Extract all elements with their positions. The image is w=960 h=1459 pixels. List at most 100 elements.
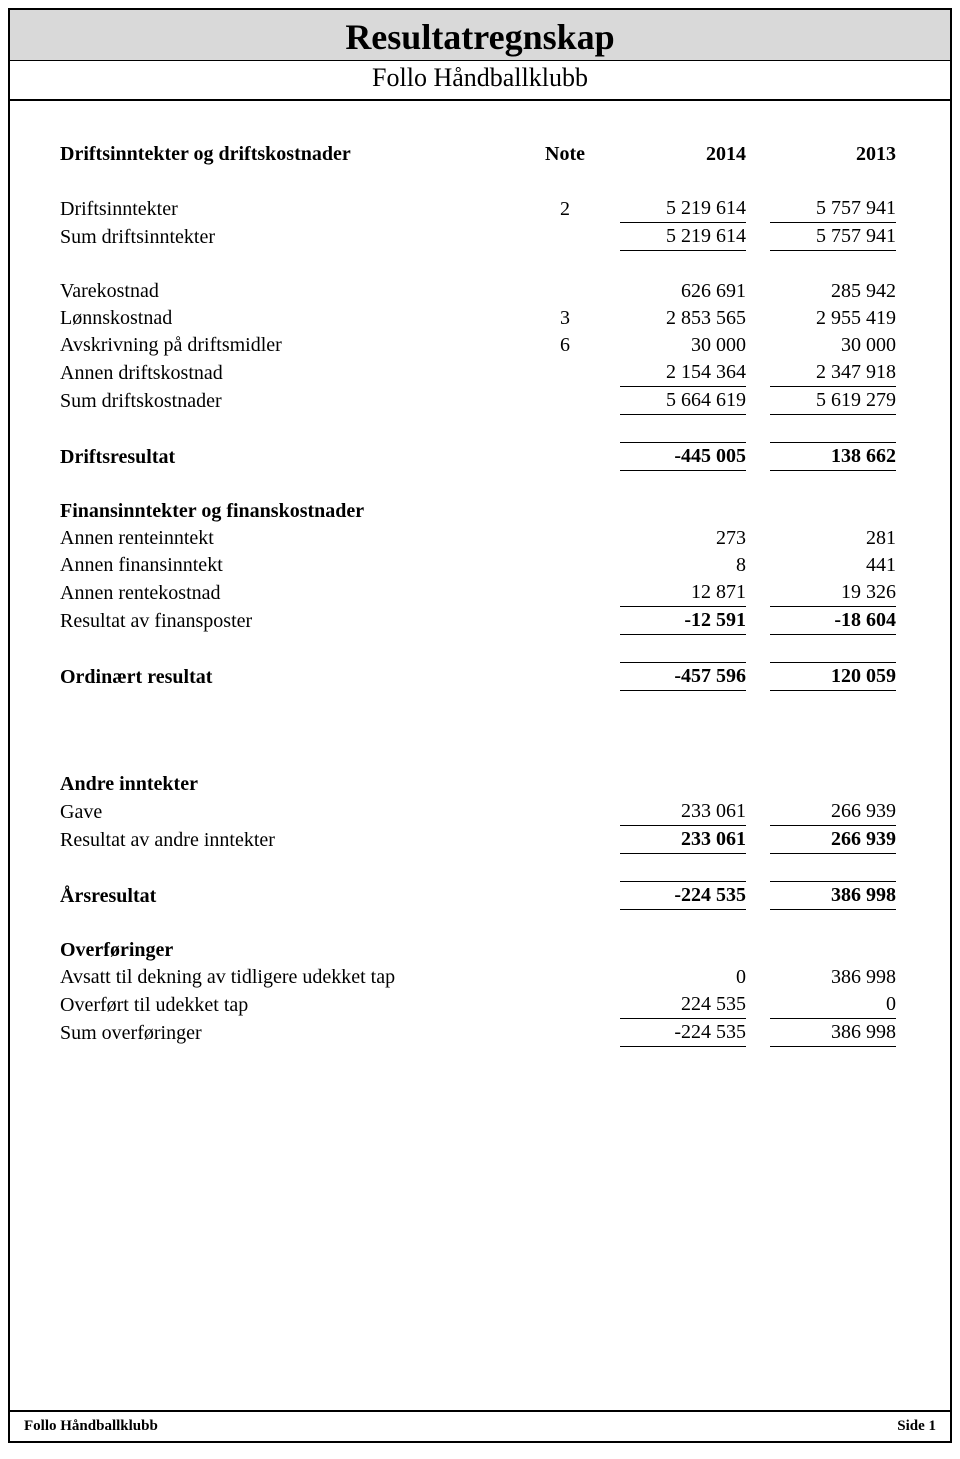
footer-right: Side 1 [897, 1418, 936, 1435]
label: Annen renteinntekt [60, 525, 530, 552]
val-2014: 626 691 [600, 278, 750, 305]
val-2014: 0 [600, 964, 750, 991]
section1-header: Driftsinntekter og driftskostnader [60, 141, 530, 168]
note: 3 [530, 305, 600, 332]
val-2013: 441 [750, 552, 900, 579]
row-resultat-finansposter: Resultat av finansposter -12 591 -18 604 [60, 607, 900, 635]
val-2013: 5 757 941 [770, 195, 896, 223]
section4-header-row: Overføringer [60, 937, 900, 964]
row-resultat-andre-inntekter: Resultat av andre inntekter 233 061 266 … [60, 826, 900, 854]
val-2014: -224 535 [620, 1019, 746, 1047]
note: 6 [530, 332, 600, 359]
row-annen-driftskostnad: Annen driftskostnad 2 154 364 2 347 918 [60, 359, 900, 387]
val-2014: 5 664 619 [620, 387, 746, 415]
row-annen-rentekostnad: Annen rentekostnad 12 871 19 326 [60, 579, 900, 607]
label: Driftsresultat [60, 444, 530, 471]
val-2013: 386 998 [770, 1019, 896, 1047]
row-avskrivning: Avskrivning på driftsmidler 6 30 000 30 … [60, 332, 900, 359]
row-lonnskostnad: Lønnskostnad 3 2 853 565 2 955 419 [60, 305, 900, 332]
label: Avsatt til dekning av tidligere udekket … [60, 964, 530, 991]
val-2013: -18 604 [770, 607, 896, 635]
val-2013: 138 662 [770, 442, 896, 471]
label: Resultat av andre inntekter [60, 827, 530, 854]
val-2014: 8 [600, 552, 750, 579]
row-ordinaert-resultat: Ordinært resultat -457 596 120 059 [60, 662, 900, 691]
val-2014: 5 219 614 [620, 223, 746, 251]
col-header-note: Note [530, 141, 600, 168]
subtitle-row: Follo Håndballklubb [10, 61, 950, 99]
page-footer: Follo Håndballklubb Side 1 [10, 1410, 950, 1441]
row-overfort-udekket: Overført til udekket tap 224 535 0 [60, 991, 900, 1019]
val-2014: -445 005 [620, 442, 746, 471]
col-header-2013: 2013 [750, 141, 900, 168]
row-annen-renteinntekt: Annen renteinntekt 273 281 [60, 525, 900, 552]
val-2013: 266 939 [770, 798, 896, 826]
row-sum-overforinger: Sum overføringer -224 535 386 998 [60, 1019, 900, 1047]
label: Annen rentekostnad [60, 580, 530, 607]
val-2013: 5 619 279 [770, 387, 896, 415]
val-2013: 5 757 941 [770, 223, 896, 251]
val-2014: -12 591 [620, 607, 746, 635]
val-2013: 0 [770, 991, 896, 1019]
label: Annen driftskostnad [60, 360, 530, 387]
label: Sum driftskostnader [60, 388, 530, 415]
row-gave: Gave 233 061 266 939 [60, 798, 900, 826]
section1-header-row: Driftsinntekter og driftskostnader Note … [60, 141, 900, 168]
content: Driftsinntekter og driftskostnader Note … [10, 101, 950, 1047]
val-2014: 30 000 [600, 332, 750, 359]
footer-left: Follo Håndballklubb [24, 1418, 158, 1435]
section4-header: Overføringer [60, 937, 530, 964]
page-title: Resultatregnskap [10, 16, 950, 58]
val-2013: 2 347 918 [770, 359, 896, 387]
label: Ordinært resultat [60, 664, 530, 691]
val-2013: 285 942 [750, 278, 900, 305]
val-2014: 5 219 614 [620, 195, 746, 223]
section2-header: Finansinntekter og finanskostnader [60, 498, 530, 525]
row-avsatt-dekning: Avsatt til dekning av tidligere udekket … [60, 964, 900, 991]
label: Sum driftsinntekter [60, 224, 530, 251]
section2-header-row: Finansinntekter og finanskostnader [60, 498, 900, 525]
label: Årsresultat [60, 883, 530, 910]
val-2014: 2 154 364 [620, 359, 746, 387]
label: Overført til udekket tap [60, 992, 530, 1019]
val-2014: 224 535 [620, 991, 746, 1019]
val-2013: 30 000 [750, 332, 900, 359]
section3-header-row: Andre inntekter [60, 771, 900, 798]
page-frame: Resultatregnskap Follo Håndballklubb Dri… [8, 8, 952, 1443]
val-2013: 19 326 [770, 579, 896, 607]
val-2013: 266 939 [770, 826, 896, 854]
label: Avskrivning på driftsmidler [60, 332, 530, 359]
header-box: Resultatregnskap Follo Håndballklubb [10, 10, 950, 101]
page-subtitle: Follo Håndballklubb [10, 63, 950, 93]
label: Annen finansinntekt [60, 552, 530, 579]
section3-header: Andre inntekter [60, 771, 530, 798]
row-varekostnad: Varekostnad 626 691 285 942 [60, 278, 900, 305]
label: Lønnskostnad [60, 305, 530, 332]
val-2013: 2 955 419 [750, 305, 900, 332]
row-aarsresultat: Årsresultat -224 535 386 998 [60, 881, 900, 910]
row-annen-finansinntekt: Annen finansinntekt 8 441 [60, 552, 900, 579]
label: Driftsinntekter [60, 196, 530, 223]
col-header-2014: 2014 [600, 141, 750, 168]
row-driftsinntekter: Driftsinntekter 2 5 219 614 5 757 941 [60, 195, 900, 223]
val-2014: 233 061 [620, 798, 746, 826]
row-sum-driftskostnader: Sum driftskostnader 5 664 619 5 619 279 [60, 387, 900, 415]
row-driftsresultat: Driftsresultat -445 005 138 662 [60, 442, 900, 471]
val-2013: 120 059 [770, 662, 896, 691]
label: Gave [60, 799, 530, 826]
val-2013: 386 998 [750, 964, 900, 991]
val-2013: 281 [750, 525, 900, 552]
val-2014: 273 [600, 525, 750, 552]
val-2014: 233 061 [620, 826, 746, 854]
val-2014: 2 853 565 [600, 305, 750, 332]
val-2014: -224 535 [620, 881, 746, 910]
label: Sum overføringer [60, 1020, 530, 1047]
row-sum-driftsinntekter: Sum driftsinntekter 5 219 614 5 757 941 [60, 223, 900, 251]
val-2013: 386 998 [770, 881, 896, 910]
title-row: Resultatregnskap [10, 10, 950, 61]
val-2014: 12 871 [620, 579, 746, 607]
label: Resultat av finansposter [60, 608, 530, 635]
val-2014: -457 596 [620, 662, 746, 691]
note: 2 [530, 196, 600, 223]
label: Varekostnad [60, 278, 530, 305]
